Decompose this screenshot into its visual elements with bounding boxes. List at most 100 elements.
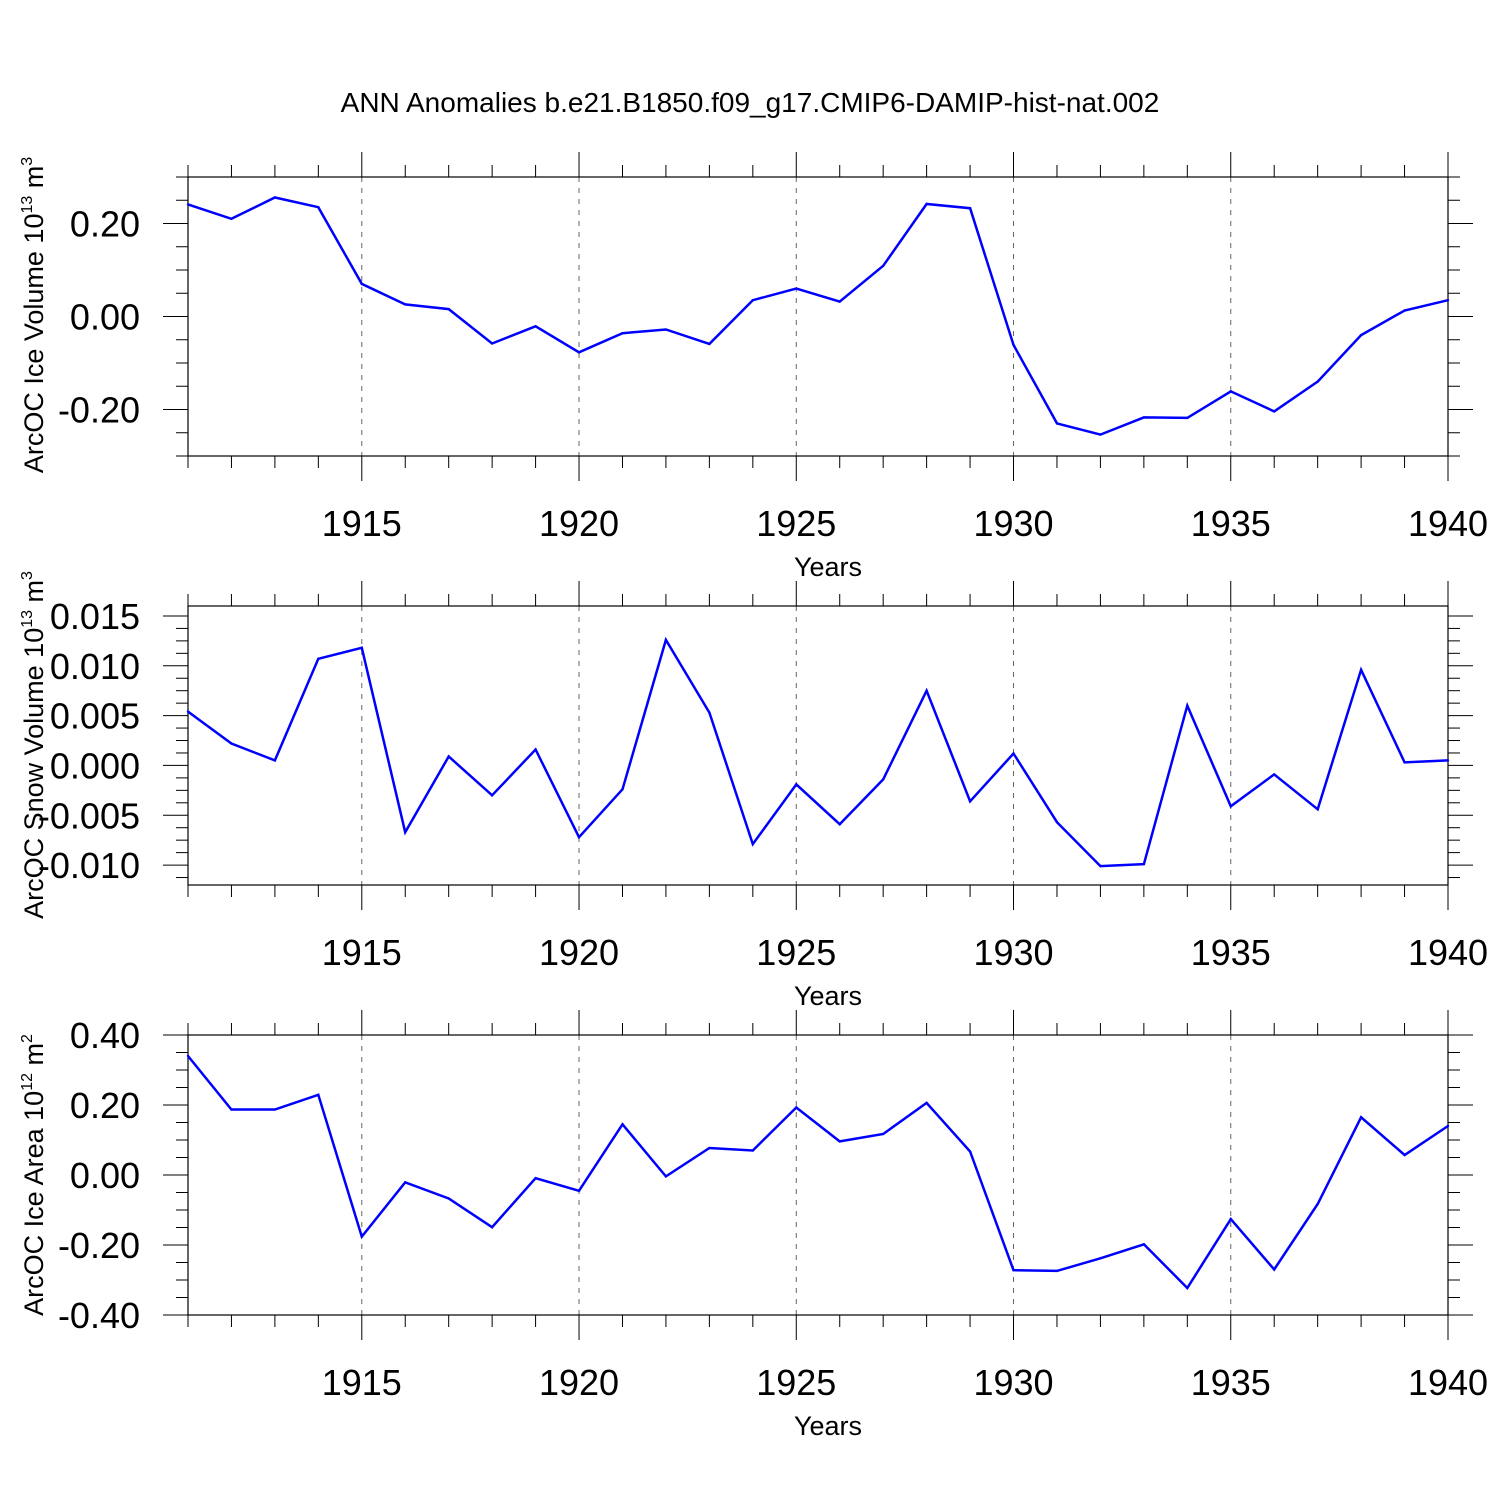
data-point [795, 1106, 798, 1109]
data-point [1229, 805, 1232, 808]
data-point [1316, 808, 1319, 811]
data-point [1403, 1153, 1406, 1157]
data-point [1359, 1116, 1363, 1119]
y-tick-label: 0.000 [50, 745, 140, 786]
data-point [490, 1225, 494, 1229]
x-tick-label: 1915 [322, 503, 402, 544]
data-point [621, 332, 624, 335]
x-tick-label: 1930 [973, 503, 1053, 544]
data-point [1229, 390, 1232, 393]
x-tick-label: 1920 [539, 932, 619, 973]
x-tick-label: 1935 [1191, 1362, 1271, 1403]
data-point [1403, 761, 1406, 764]
data-point [273, 1108, 277, 1111]
data-point [664, 1175, 668, 1178]
data-point [1012, 1269, 1015, 1272]
data-point [1055, 821, 1059, 824]
x-axis-title: Years [794, 1411, 862, 1441]
data-point [751, 1149, 755, 1152]
data-point [1273, 773, 1276, 776]
data-point [1099, 1257, 1102, 1260]
y-tick-label: -0.20 [58, 390, 140, 431]
plot-frame [187, 176, 1449, 457]
data-point [1229, 1217, 1232, 1221]
data-point [621, 788, 624, 791]
y-tick-label: -0.40 [58, 1295, 140, 1336]
data-point [186, 710, 190, 713]
plot-frame [187, 1034, 1449, 1316]
x-tick-label: 1920 [539, 1362, 619, 1403]
data-point [1446, 299, 1450, 302]
data-point [621, 1123, 624, 1126]
x-tick-label: 1935 [1191, 503, 1271, 544]
data-point [1446, 759, 1450, 762]
data-point [1359, 668, 1363, 671]
series-line [187, 196, 1449, 436]
data-point [360, 1235, 363, 1238]
data-point [881, 778, 885, 781]
data-point [404, 830, 407, 834]
data-point [186, 203, 190, 206]
y-tick-label: 0.20 [70, 1085, 140, 1126]
y-tick-label: 0.005 [50, 696, 140, 737]
series-line [187, 1055, 1449, 1290]
data-point [1055, 1269, 1059, 1273]
x-tick-label: 1925 [756, 503, 836, 544]
data-point [1186, 704, 1189, 707]
data-point [664, 638, 668, 642]
panel-2: -0.010 -0.005 0.000 0.005 0.010 0.015 1915 1920… [19, 571, 1488, 1011]
data-point [360, 646, 363, 650]
data-point [1012, 752, 1015, 755]
data-point [1316, 380, 1319, 383]
x-tick-label: 1925 [756, 932, 836, 973]
x-axis-title: Years [794, 552, 862, 582]
x-tick-label: 1925 [756, 1362, 836, 1403]
x-tick-label: 1930 [973, 932, 1053, 973]
data-point [708, 342, 711, 346]
data-point [881, 264, 885, 268]
data-point [795, 783, 798, 786]
data-point [404, 1181, 407, 1184]
y-tick-label: -0.20 [58, 1225, 140, 1266]
data-point [186, 1054, 190, 1058]
data-point [1273, 1268, 1276, 1271]
data-point [230, 742, 233, 745]
data-point [577, 835, 581, 839]
plot-frame [187, 605, 1449, 886]
data-point [230, 1108, 233, 1111]
chart-title: ANN Anomalies b.e21.B1850.f09_g17.CMIP6-… [341, 87, 1160, 118]
data-point [968, 206, 972, 210]
panel-1: -0.20 0.00 0.20 1915 1920 1925 1930 1935 1940 Yea… [19, 152, 1488, 582]
data-point [534, 748, 537, 751]
data-point [317, 206, 320, 209]
data-point [1099, 433, 1102, 436]
data-point [447, 1197, 450, 1200]
y-tick-label: 0.00 [70, 1155, 140, 1196]
x-tick-label: 1935 [1191, 932, 1271, 973]
x-tick-label: 1915 [322, 932, 402, 973]
data-point [447, 755, 450, 758]
x-tick-label: 1940 [1408, 1362, 1488, 1403]
x-tick-label: 1940 [1408, 503, 1488, 544]
y-tick-label: -0.005 [38, 795, 140, 836]
data-point [1099, 864, 1102, 868]
x-tick-label: 1920 [539, 503, 619, 544]
y-axis-title: ArcOC Ice Volume 1013 m3 [19, 157, 49, 473]
data-point [968, 1150, 972, 1153]
y-tick-label: 0.015 [50, 596, 140, 637]
data-point [1142, 416, 1146, 419]
data-point [230, 217, 233, 221]
data-point [751, 299, 755, 302]
data-point [317, 657, 320, 661]
y-tick-label: 0.40 [70, 1015, 140, 1056]
data-point [664, 328, 668, 331]
data-point [925, 1101, 928, 1105]
data-point [1142, 862, 1146, 866]
data-point [708, 711, 711, 714]
data-point [1055, 422, 1059, 425]
panel-3: -0.40 -0.20 0.00 0.20 0.40 1915 1920 1925 1930 19… [19, 1010, 1488, 1441]
y-tick-label: 0.010 [50, 646, 140, 687]
data-point [1142, 1243, 1146, 1246]
y-tick-label: 0.00 [70, 297, 140, 338]
